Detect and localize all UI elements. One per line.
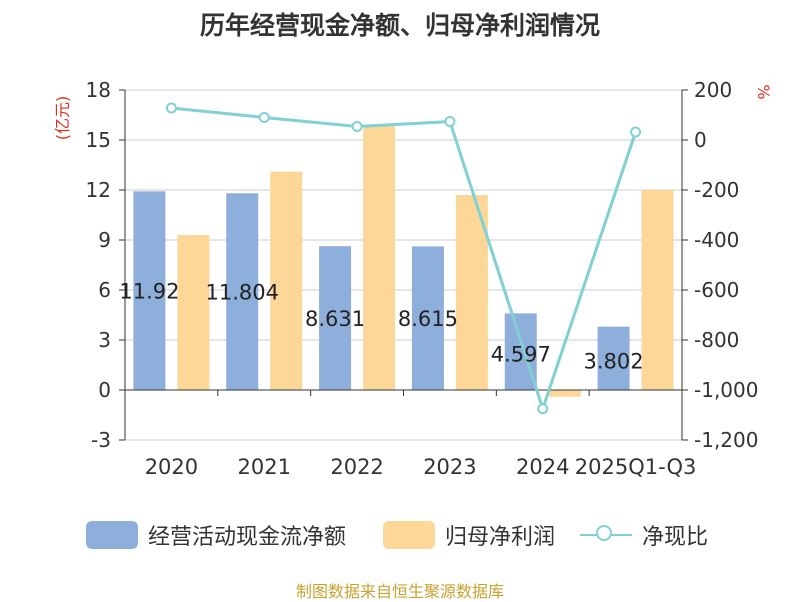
right-axis-tick-label: -1,200 xyxy=(694,428,758,452)
ratio-point xyxy=(258,112,270,123)
x-axis-tick-label: 2022 xyxy=(330,455,383,479)
bar-cashflow xyxy=(411,246,444,390)
ratio-point xyxy=(351,121,363,132)
right-axis-tick-label: -600 xyxy=(694,278,739,302)
legend-label-cashflow: 经营活动现金流净额 xyxy=(148,525,347,550)
ratio-point xyxy=(165,102,177,114)
right-axis-tick-label: -800 xyxy=(694,328,739,352)
ratio-point xyxy=(444,116,456,127)
bar-data-label: 8.631 xyxy=(305,307,365,331)
bar-netprofit xyxy=(363,125,396,390)
bar-data-label: 11.92 xyxy=(119,280,179,304)
bar-data-label: 11.804 xyxy=(206,281,279,305)
right-axis-title: % xyxy=(754,84,773,99)
bar-netprofit xyxy=(270,171,303,390)
right-axis-tick-label: 200 xyxy=(694,78,732,102)
x-axis-tick-label: 2021 xyxy=(238,455,291,479)
bar-cashflow xyxy=(226,193,259,390)
bar-netprofit xyxy=(177,235,210,390)
left-axis-tick-label: 0 xyxy=(98,378,111,402)
bar-data-label: 4.597 xyxy=(491,343,551,367)
right-axis-tick-label: -400 xyxy=(694,228,739,252)
ratio-line xyxy=(171,106,638,414)
bar-cashflow xyxy=(319,246,352,390)
x-axis-tick-label: 2020 xyxy=(145,455,198,479)
x-axis-tick-label: 2025Q1-Q3 xyxy=(575,455,697,479)
legend-swatch-ratio xyxy=(580,521,632,549)
legend-swatch-netprofit xyxy=(383,521,435,549)
bar-cashflow xyxy=(597,326,630,390)
source-note: 制图数据来自恒生聚源数据库 xyxy=(295,582,504,601)
ratio-point xyxy=(630,126,642,138)
right-axis-tick-label: -200 xyxy=(694,178,739,202)
legend: 经营活动现金流净额 归母净利润 净现比 xyxy=(0,517,800,553)
left-axis-tick-label: -3 xyxy=(91,428,111,452)
bar-data-label: 3.802 xyxy=(584,349,644,373)
legend-label-netprofit: 归母净利润 xyxy=(445,525,556,550)
bar-netprofit xyxy=(641,190,674,390)
x-axis-tick-label: 2024 xyxy=(516,455,569,479)
left-axis-tick-label: 6 xyxy=(98,278,111,302)
bar-netprofit xyxy=(455,195,488,390)
x-axis-tick-label: 2023 xyxy=(423,455,476,479)
chart-title: 历年经营现金净额、归母净利润情况 xyxy=(199,11,600,40)
left-axis-tick-label: 12 xyxy=(86,178,111,202)
ratio-point xyxy=(537,403,549,415)
bar-data-label: 8.615 xyxy=(398,307,458,331)
left-axis-tick-label: 3 xyxy=(98,328,111,352)
left-axis-tick-label: 15 xyxy=(86,128,111,152)
legend-item-ratio[interactable]: 净现比 xyxy=(580,517,708,553)
legend-item-netprofit[interactable]: 归母净利润 xyxy=(383,517,555,553)
bar-cashflow xyxy=(133,191,166,390)
right-axis-tick-label: -1,000 xyxy=(694,378,758,402)
legend-item-cashflow[interactable]: 经营活动现金流净额 xyxy=(86,517,346,553)
legend-label-ratio: 净现比 xyxy=(642,525,709,550)
left-axis-tick-label: 18 xyxy=(86,78,111,102)
left-axis-tick-label: 9 xyxy=(98,228,111,252)
legend-swatch-cashflow xyxy=(86,521,138,549)
bar-netprofit xyxy=(548,390,581,397)
right-axis-tick-label: 0 xyxy=(694,128,707,152)
left-axis-title: (亿元) xyxy=(53,96,72,141)
